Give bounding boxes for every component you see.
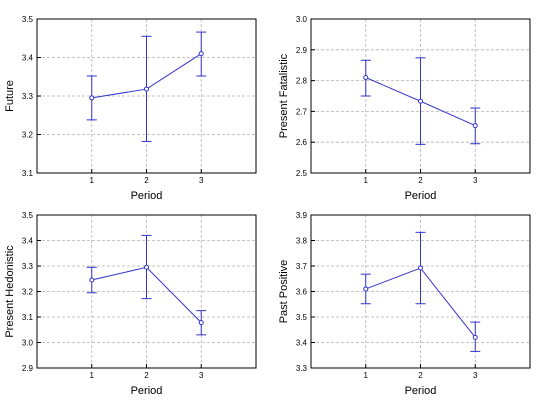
chart-panel-4: 3.3 3.4 3.5 3.6 3.7 3.8 3.9 1 2 3 Period Past Posit… [278, 211, 531, 397]
y-tick-label: 3.5 [22, 211, 34, 220]
y-tick-label: 3.3 [22, 262, 34, 271]
y-tick-label: 2.6 [296, 138, 308, 147]
data-point [472, 334, 478, 340]
y-tick-label: 2.9 [296, 46, 308, 55]
x-tick-label: 2 [144, 176, 149, 185]
x-tick-label: 2 [144, 371, 149, 380]
chart-panel-2: 2.5 2.6 2.7 2.8 2.9 3.0 1 2 3 Period Present Fatal… [278, 15, 531, 202]
y-tick-label: 3.9 [296, 211, 308, 220]
data-point [89, 277, 95, 283]
y-tick-label: 3.0 [22, 339, 34, 348]
y-tick-label: 3.5 [22, 15, 34, 24]
y-tick-label: 3.3 [22, 92, 34, 101]
y-tick-label: 3.1 [22, 313, 34, 322]
data-point [144, 86, 149, 92]
x-tick-label: 3 [199, 176, 204, 185]
x-tick-label: 1 [364, 371, 369, 380]
y-tick-label: 2.9 [22, 364, 34, 373]
data-point [144, 264, 149, 270]
x-tick-label: 1 [90, 176, 95, 185]
x-axis-label: Period [405, 385, 437, 397]
chart-panel-3: 2.9 3.0 3.1 3.2 3.3 3.4 3.5 1 2 3 Period Present He… [4, 211, 257, 397]
data-point [89, 95, 95, 101]
x-tick-label: 1 [90, 371, 95, 380]
y-tick-label: 2.5 [296, 169, 308, 178]
y-axis-label: Present Hedonistic [4, 245, 16, 338]
y-tick-label: 3.4 [22, 54, 34, 63]
x-tick-label: 2 [418, 176, 423, 185]
x-tick-label: 3 [473, 176, 478, 185]
y-tick-label: 3.2 [22, 131, 34, 140]
x-tick-label: 3 [473, 371, 478, 380]
x-axis-label: Period [131, 190, 163, 202]
data-point [363, 75, 369, 81]
y-tick-label: 3.8 [296, 237, 308, 246]
y-tick-label: 2.7 [296, 107, 308, 116]
y-axis-label: Past Positive [278, 260, 290, 324]
data-point [418, 98, 423, 104]
y-tick-label: 2.8 [296, 77, 308, 86]
x-tick-label: 2 [418, 371, 423, 380]
y-tick-label: 3.1 [22, 169, 34, 178]
y-axis-label: Future [4, 80, 16, 112]
y-tick-label: 3.2 [22, 288, 34, 297]
y-axis-label: Present Fatalistic [278, 53, 290, 138]
y-tick-label: 3.4 [22, 237, 34, 246]
x-tick-label: 1 [364, 176, 369, 185]
data-point [198, 320, 204, 326]
y-tick-label: 3.0 [296, 15, 308, 24]
x-axis-label: Period [131, 385, 163, 397]
data-point [418, 265, 423, 271]
y-tick-label: 3.7 [296, 262, 308, 271]
data-point [198, 51, 204, 57]
y-tick-label: 3.5 [296, 313, 308, 322]
x-tick-label: 3 [199, 371, 204, 380]
data-point [472, 123, 478, 129]
y-tick-label: 3.4 [296, 339, 308, 348]
chart-panel-1: 3.1 3.2 3.3 3.4 3.5 1 2 3 Period Future [4, 15, 257, 202]
y-tick-label: 3.3 [296, 364, 308, 373]
data-point [363, 286, 369, 292]
y-tick-label: 3.6 [296, 288, 308, 297]
x-axis-label: Period [405, 190, 437, 202]
